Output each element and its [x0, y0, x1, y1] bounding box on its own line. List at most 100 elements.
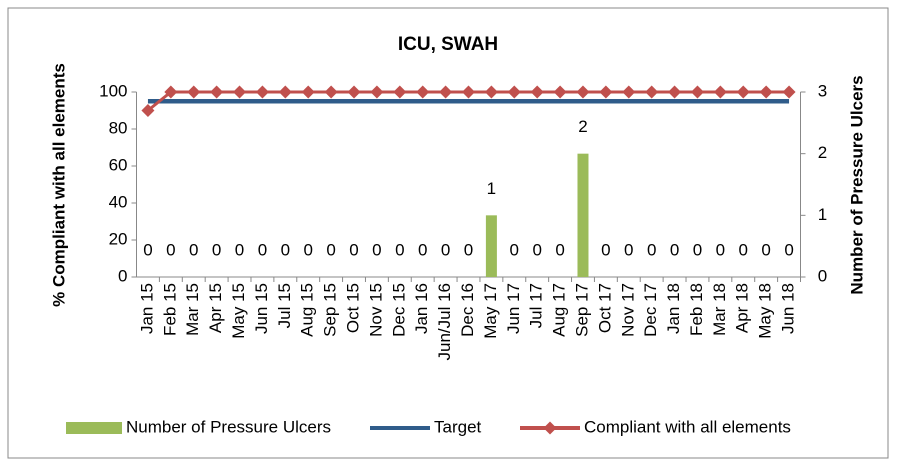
x-tick-label: Aug 15	[298, 283, 317, 337]
legend-label: Target	[434, 417, 482, 436]
x-tick-label: Dec 17	[641, 283, 660, 337]
data-label: 0	[555, 240, 564, 259]
marker	[278, 85, 292, 99]
legend-marker	[543, 421, 557, 435]
legend-label: Number of Pressure Ulcers	[126, 417, 331, 436]
marker	[553, 85, 567, 99]
legend-label: Compliant with all elements	[584, 417, 791, 436]
x-tick-label: Aug 17	[550, 283, 569, 337]
marker	[416, 85, 430, 99]
data-label: 0	[670, 240, 679, 259]
marker	[759, 85, 773, 99]
y-tick-label: 80	[109, 118, 128, 137]
data-label: 0	[510, 240, 519, 259]
marker	[210, 85, 224, 99]
data-label: 0	[716, 240, 725, 259]
y-axis-title: % Compliant with all elements	[49, 63, 68, 307]
x-tick-label: Jul 17	[527, 283, 546, 328]
x-tick-label: Dec 15	[389, 283, 408, 337]
x-tick-label: Jul 15	[275, 283, 294, 328]
data-label: 0	[693, 240, 702, 259]
x-tick-label: Feb 15	[160, 283, 179, 336]
y2-tick-label: 2	[818, 143, 827, 162]
marker	[645, 85, 659, 99]
x-tick-label: Apr 15	[206, 283, 225, 333]
data-label: 0	[258, 240, 267, 259]
marker	[622, 85, 636, 99]
marker	[301, 85, 315, 99]
y-tick-label: 60	[109, 155, 128, 174]
data-label: 0	[143, 240, 152, 259]
x-tick-label: Sep 15	[321, 283, 340, 337]
data-label: 0	[281, 240, 290, 259]
marker	[484, 85, 498, 99]
marker	[164, 85, 178, 99]
bar	[485, 215, 497, 277]
y2-tick-label: 1	[818, 205, 827, 224]
y-tick-label: 100	[99, 81, 127, 100]
legend-swatch	[66, 422, 122, 434]
data-label: 0	[326, 240, 335, 259]
data-label: 0	[395, 240, 404, 259]
data-label: 0	[189, 240, 198, 259]
y2-tick-label: 3	[818, 81, 827, 100]
x-tick-label: Jun/Jul 16	[435, 283, 454, 361]
marker	[576, 85, 590, 99]
chart-border	[7, 7, 889, 459]
data-label: 0	[601, 240, 610, 259]
x-tick-label: Jun 18	[779, 283, 798, 334]
x-tick-label: May 17	[481, 283, 500, 339]
data-label: 0	[464, 240, 473, 259]
data-label: 0	[784, 240, 793, 259]
data-label: 0	[303, 240, 312, 259]
data-label: 0	[235, 240, 244, 259]
data-label: 2	[578, 117, 587, 136]
x-tick-label: Apr 18	[733, 283, 752, 333]
marker	[187, 85, 201, 99]
marker	[233, 85, 247, 99]
x-tick-label: Mar 15	[183, 283, 202, 336]
x-tick-label: Jan 15	[137, 283, 156, 334]
data-label: 0	[349, 240, 358, 259]
marker	[324, 85, 338, 99]
data-label: 0	[418, 240, 427, 259]
chart-title: ICU, SWAH	[398, 34, 498, 55]
bar	[577, 153, 589, 277]
data-label: 0	[761, 240, 770, 259]
x-tick-label: Mar 18	[710, 283, 729, 336]
marker	[782, 85, 796, 99]
x-tick-label: Jun 15	[252, 283, 271, 334]
x-tick-label: Jan 16	[412, 283, 431, 334]
marker	[713, 85, 727, 99]
marker	[462, 85, 475, 99]
x-tick-label: Oct 15	[344, 283, 363, 333]
data-label: 0	[647, 240, 656, 259]
x-tick-label: Jan 18	[664, 283, 683, 334]
data-label: 0	[441, 240, 450, 259]
data-label: 0	[212, 240, 221, 259]
x-tick-label: May 15	[229, 283, 248, 339]
data-label: 0	[739, 240, 748, 259]
x-tick-label: Nov 15	[366, 283, 385, 337]
data-label: 0	[532, 240, 541, 259]
data-label: 0	[166, 240, 175, 259]
marker	[507, 85, 521, 99]
marker	[530, 85, 544, 99]
x-tick-label: May 18	[756, 283, 775, 339]
data-label: 0	[624, 240, 633, 259]
marker	[141, 104, 155, 117]
marker	[439, 85, 453, 99]
x-tick-label: Nov 17	[618, 283, 637, 337]
x-tick-label: Oct 17	[595, 283, 614, 333]
marker	[347, 85, 361, 99]
y2-axis-title: Number of Pressure Ulcers	[847, 75, 866, 294]
marker	[599, 85, 613, 99]
x-tick-label: Dec 16	[458, 283, 477, 337]
y-tick-label: 20	[109, 229, 128, 248]
y2-tick-label: 0	[818, 266, 827, 285]
x-tick-label: Sep 17	[572, 283, 591, 337]
marker	[690, 85, 704, 99]
y-tick-label: 0	[118, 266, 127, 285]
x-tick-label: Feb 18	[687, 283, 706, 336]
